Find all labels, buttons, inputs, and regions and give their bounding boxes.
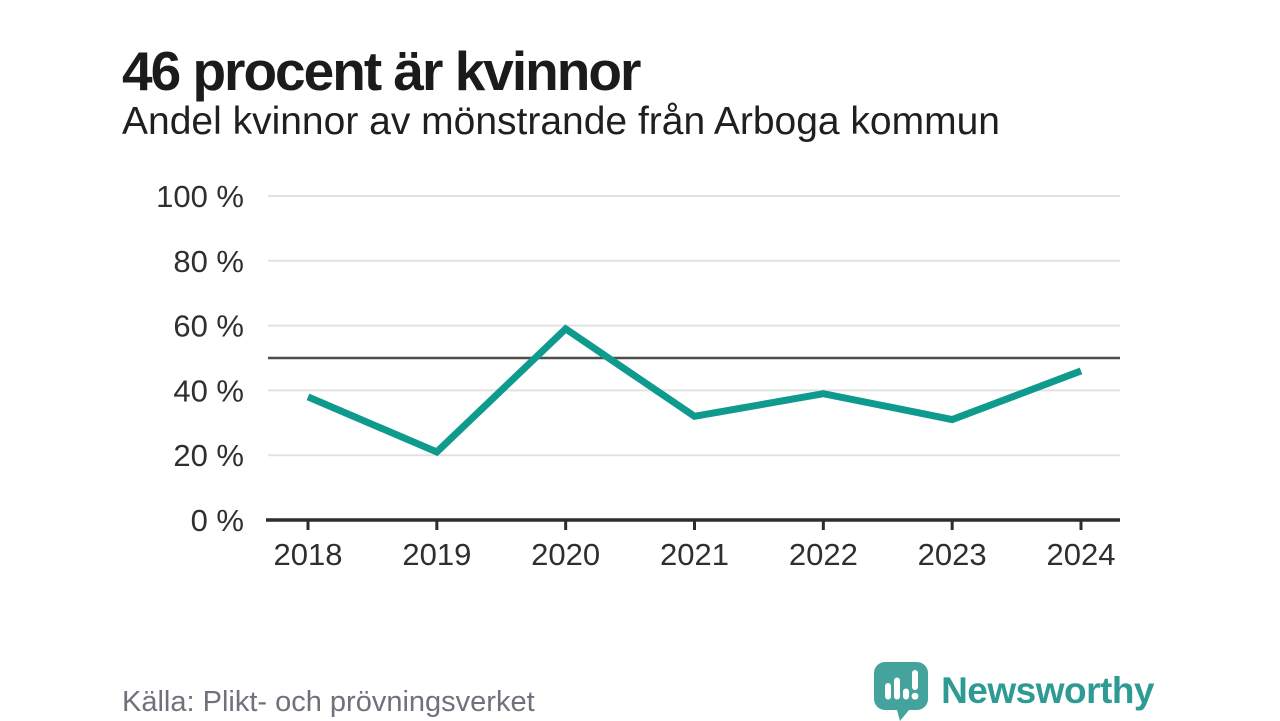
x-axis-tick-label: 2020 [531,537,600,572]
axes-group [266,518,1120,530]
gridlines-group [268,195,1120,457]
chart-subtitle: Andel kvinnor av mönstrande från Arboga … [122,100,1000,143]
brand-name: Newsworthy [941,670,1154,711]
y-axis-tick-label: 60 % [173,309,244,344]
data-series-group [306,324,1083,457]
x-axis-tick-label: 2021 [660,537,729,572]
exclamation-dot [911,692,919,700]
source-credit: Källa: Plikt- och prövningsverket [122,686,535,718]
bar-1 [885,683,892,700]
y-axis-tick-label: 80 % [173,244,244,279]
y-axis-tick-label: 0 % [191,503,244,538]
axis-labels-group: 0 % 20 % 40 % 60 % 80 % 100 % 2018 2019 2020 2021… [156,179,1115,572]
x-axis-tick-label: 2019 [402,537,471,572]
speech-bubble-shape [874,662,929,721]
data-line [306,324,1083,457]
x-axis-tick-label: 2024 [1047,537,1116,572]
page-title: 46 procent är kvinnor [122,39,641,102]
bar-2 [894,677,901,700]
y-axis-tick-label: 100 % [156,179,244,214]
exclamation-bar [912,670,919,690]
x-axis-tick-label: 2023 [918,537,987,572]
y-axis-tick-label: 20 % [173,438,244,473]
newsworthy-bubble-bar-chart-icon [874,662,929,721]
y-axis-tick-label: 40 % [173,373,244,408]
brand-logo: Newsworthy [873,662,1154,721]
x-axis-tick-label: 2022 [789,537,858,572]
bar-3 [903,688,910,700]
x-axis-tick-label: 2018 [274,537,343,572]
